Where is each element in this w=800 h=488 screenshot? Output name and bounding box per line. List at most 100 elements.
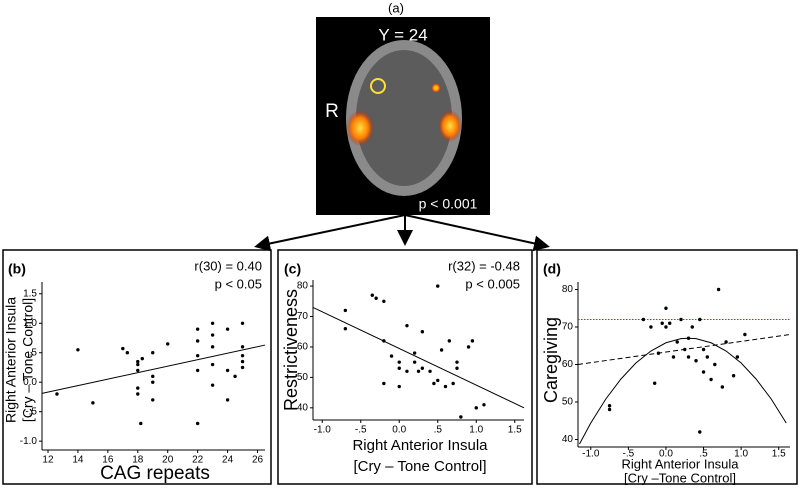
y-tick-label: -1.0: [20, 436, 38, 447]
point: [724, 340, 728, 344]
point: [151, 351, 155, 355]
annotation: r(32) = -0.48: [448, 258, 520, 273]
x-tick-label: .5: [699, 449, 708, 460]
point: [690, 325, 694, 329]
point: [397, 360, 401, 364]
x-tick-label: 1.0: [469, 425, 483, 436]
point: [683, 347, 687, 352]
x-tick-label: 1.0: [734, 449, 748, 460]
point: [405, 323, 409, 328]
slice-label: Y = 24: [378, 25, 427, 44]
brain-inner: [356, 50, 452, 186]
point: [405, 369, 409, 374]
point: [420, 330, 425, 334]
point: [225, 368, 230, 373]
y-tick-label: 60: [562, 359, 574, 370]
y-tick-label: -.5: [25, 406, 37, 417]
point: [705, 355, 710, 359]
y-axis-label: Caregiving: [541, 317, 561, 403]
point: [664, 306, 668, 310]
point: [370, 293, 374, 297]
y-tick-label: 50: [297, 372, 309, 383]
point: [474, 406, 478, 410]
fit-curve: [579, 337, 787, 445]
point: [470, 339, 475, 343]
point: [55, 392, 59, 396]
point: [428, 369, 432, 374]
point: [195, 327, 200, 331]
threshold-label: p < 0.001: [419, 196, 478, 212]
roi-circle: [370, 78, 386, 94]
point: [195, 421, 200, 426]
arrow: [404, 214, 550, 252]
point: [136, 359, 140, 364]
fit-line: [41, 344, 266, 394]
point: [91, 401, 95, 405]
y-tick-label: 50: [562, 397, 574, 408]
point: [240, 345, 245, 349]
x-tick-label: 12: [42, 455, 54, 466]
point: [675, 340, 679, 344]
point: [731, 374, 736, 378]
point: [397, 384, 401, 389]
point: [716, 287, 721, 292]
point: [139, 421, 143, 426]
x-tick-label: 0.0: [392, 425, 406, 436]
point: [225, 398, 230, 402]
point: [121, 346, 125, 351]
point: [343, 326, 348, 331]
point: [397, 366, 401, 370]
point: [686, 355, 691, 359]
point: [698, 430, 702, 434]
point: [686, 336, 691, 340]
x-tick-label: -.5: [623, 449, 635, 460]
point: [451, 381, 455, 386]
y-tick-label: 1.5: [23, 288, 37, 299]
annotation: p < 0.005: [465, 276, 520, 291]
point: [432, 381, 436, 386]
point: [649, 325, 653, 329]
point: [136, 386, 140, 390]
point: [195, 368, 200, 373]
y-tick-label: 0.0: [23, 377, 37, 388]
x-tick-label: 20: [162, 455, 174, 466]
point: [412, 360, 417, 364]
point: [151, 380, 155, 384]
point: [151, 374, 155, 379]
point: [210, 383, 215, 387]
side-label: R: [325, 101, 339, 122]
point: [240, 321, 245, 325]
point: [664, 325, 668, 329]
point: [136, 392, 140, 396]
fit-line: [312, 306, 525, 409]
x-axis-label: Right Anterior Insula: [352, 437, 488, 454]
activation: [431, 83, 441, 93]
point: [671, 355, 676, 359]
point: [240, 359, 245, 364]
point: [125, 351, 130, 355]
x-tick-label: -1.0: [582, 449, 600, 460]
x-tick-label: 0.0: [659, 449, 673, 460]
y-tick-label: 70: [562, 322, 574, 333]
point: [660, 321, 664, 325]
panel-label: (d): [543, 261, 561, 277]
y-tick-label: 40: [297, 402, 309, 413]
arrow: [254, 214, 406, 252]
point: [668, 321, 672, 325]
y-tick-label: 80: [562, 284, 574, 295]
point: [420, 366, 425, 370]
point: [701, 370, 706, 374]
y-tick-label: .5: [29, 347, 38, 358]
point: [382, 339, 386, 343]
x-axis-label: [Cry –Tone Control]: [624, 470, 736, 485]
point: [607, 404, 612, 408]
point: [735, 355, 740, 359]
point: [701, 347, 706, 352]
point: [151, 398, 155, 402]
point: [412, 351, 417, 355]
point: [447, 339, 452, 343]
x-tick-label: 1.5: [508, 425, 522, 436]
point: [641, 317, 646, 322]
